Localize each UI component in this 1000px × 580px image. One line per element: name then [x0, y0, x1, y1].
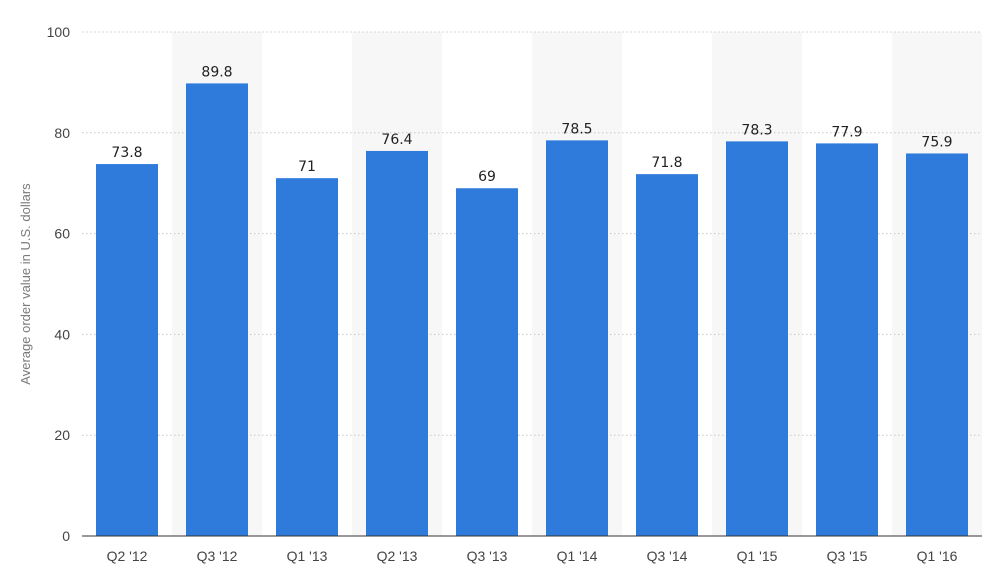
x-tick-label: Q1 '15	[737, 548, 778, 564]
data-label: 71	[298, 159, 316, 175]
bar	[366, 150, 428, 536]
data-label: 71.8	[651, 155, 682, 171]
bar	[456, 188, 518, 537]
y-tick-label: 60	[54, 226, 70, 242]
y-tick-label: 100	[47, 24, 71, 40]
y-tick-label: 20	[54, 427, 70, 443]
x-tick-label: Q1 '16	[917, 548, 958, 564]
bar	[276, 178, 338, 536]
data-label: 73.8	[111, 145, 142, 161]
data-label: 69	[478, 169, 496, 185]
data-labels: 73.8 89.8 71 76.4 69 78.5 71.8 78.3 77.9 75.9	[111, 64, 952, 185]
x-tick-label: Q2 '12	[107, 548, 148, 564]
data-label: 78.3	[741, 122, 772, 138]
y-tick-label: 80	[54, 125, 70, 141]
x-tick-label: Q3 '14	[647, 548, 688, 564]
data-label: 76.4	[381, 132, 412, 148]
bar	[726, 141, 788, 537]
bar	[636, 174, 698, 537]
y-tick-label: 40	[54, 326, 70, 342]
x-tick-label: Q3 '13	[467, 548, 508, 564]
x-tick-label: Q1 '13	[287, 548, 328, 564]
data-label: 78.5	[561, 121, 592, 137]
x-tick-label: Q1 '14	[557, 548, 598, 564]
x-tick-label: Q3 '15	[827, 548, 868, 564]
data-label: 75.9	[921, 134, 952, 150]
bar	[96, 164, 158, 536]
data-label: 77.9	[831, 124, 862, 140]
y-axis-ticks: 0 20 40 60 80 100	[47, 24, 71, 544]
bars	[96, 83, 968, 537]
x-tick-label: Q3 '12	[197, 548, 238, 564]
bar	[906, 153, 968, 537]
bar	[186, 83, 248, 537]
x-tick-label: Q2 '13	[377, 548, 418, 564]
bar	[546, 140, 608, 537]
x-axis-ticks: Q2 '12 Q3 '12 Q1 '13 Q2 '13 Q3 '13 Q1 '14 Q3 '…	[107, 548, 958, 564]
data-label: 89.8	[201, 64, 232, 80]
y-tick-label: 0	[62, 528, 70, 544]
y-axis-title: Average order value in U.S. dollars	[18, 183, 33, 385]
bar	[816, 143, 878, 536]
